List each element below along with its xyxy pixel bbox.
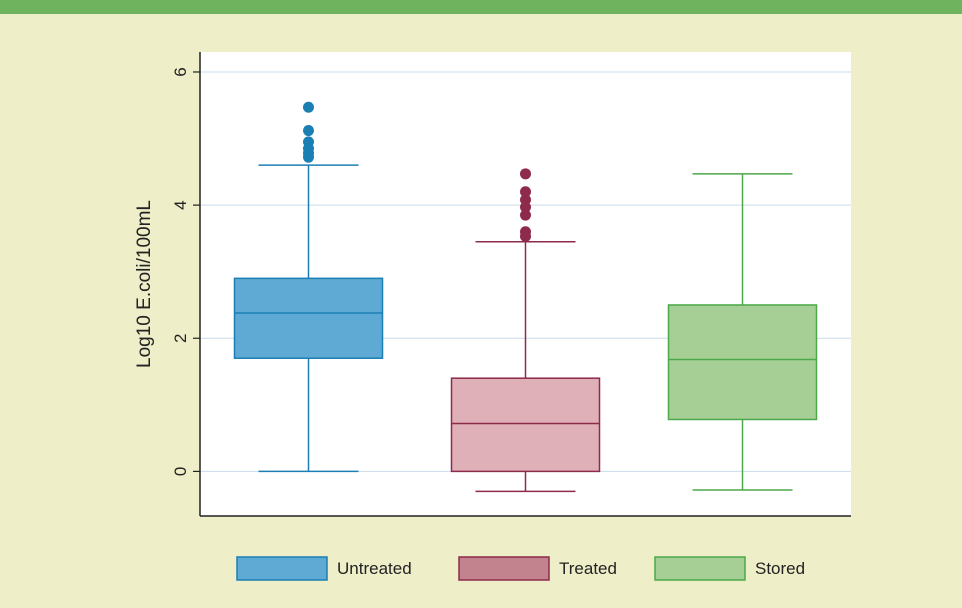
legend-swatch <box>458 556 550 581</box>
y-axis-title: Log10 E.coli/100mL <box>134 200 155 368</box>
legend-item-stored: Stored <box>654 556 805 581</box>
box-untreated <box>233 101 384 473</box>
y-tick-label: 2 <box>171 334 190 343</box>
y-tick-label: 6 <box>171 67 190 76</box>
interquartile-box <box>667 304 818 421</box>
box-stored <box>667 173 818 491</box>
outlier-point <box>303 101 314 113</box>
y-tick-label: 4 <box>171 200 190 209</box>
y-tick-label: 0 <box>171 467 190 476</box>
legend-label: Treated <box>559 559 617 578</box>
top-accent-bar <box>0 0 962 14</box>
interquartile-box <box>233 277 384 359</box>
legend-swatch <box>654 556 746 581</box>
legend-item-untreated: Untreated <box>236 556 412 581</box>
outlier-point <box>520 186 531 198</box>
outlier-point <box>520 209 531 221</box>
legend-label: Stored <box>755 559 805 578</box>
outlier-point <box>520 194 531 206</box>
legend-label: Untreated <box>337 559 412 578</box>
outlier-point <box>303 136 314 148</box>
legend-item-treated: Treated <box>458 556 617 581</box>
legend-swatch <box>236 556 328 581</box>
outlier-point <box>303 125 314 137</box>
outlier-point <box>520 226 531 238</box>
outlier-point <box>520 168 531 180</box>
interquartile-box <box>450 377 601 473</box>
box-treated <box>450 168 601 493</box>
